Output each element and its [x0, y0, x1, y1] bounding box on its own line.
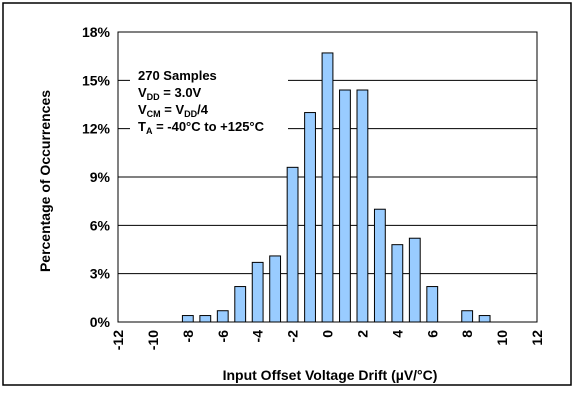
bar — [251, 261, 264, 323]
x-tick-labels: -12 -10 -8 -6 -4 -2 0 2 4 6 8 10 12 — [110, 330, 545, 350]
annotation-vcm: VCM = VDD/4 — [138, 102, 209, 119]
y-axis-label: Percentage of Occurrences — [37, 90, 53, 272]
x-tick-label: 12 — [529, 330, 545, 346]
annotation-ta: TA = -40°C to +125°C — [138, 119, 265, 136]
bar — [321, 52, 334, 323]
x-tick-label: -2 — [285, 330, 301, 343]
bar — [408, 237, 421, 323]
x-tick-label: 4 — [389, 330, 405, 338]
y-tick-label: 15% — [82, 72, 111, 88]
x-tick-label: -6 — [215, 330, 231, 343]
bar — [478, 315, 491, 323]
bars — [181, 52, 491, 323]
y-tick-label: 18% — [82, 24, 111, 40]
bar — [199, 315, 212, 323]
bar — [461, 310, 474, 323]
x-tick-label: -8 — [180, 330, 196, 343]
bar — [356, 89, 369, 323]
annotation-background — [130, 62, 288, 136]
annotation-samples: 270 Samples — [138, 68, 217, 83]
y-tick-label: 0% — [90, 314, 111, 330]
annotation-vdd: VDD = 3.0V — [138, 85, 202, 102]
bar — [269, 255, 282, 323]
x-tick-label: 8 — [459, 330, 475, 338]
x-axis-label: Input Offset Voltage Drift (µV/°C) — [223, 367, 438, 383]
bar — [304, 112, 316, 323]
bar — [391, 244, 404, 323]
bar — [339, 89, 351, 323]
x-tick-label: 0 — [320, 330, 336, 338]
x-tick-label: -12 — [110, 330, 126, 350]
y-tick-label: 6% — [90, 217, 111, 233]
x-tick-label: -4 — [250, 330, 266, 343]
y-tick-label: 12% — [82, 121, 111, 137]
bar — [373, 208, 386, 323]
x-tick-label: 6 — [424, 330, 440, 338]
plot-area-border — [117, 31, 538, 323]
bar — [234, 286, 247, 323]
x-tick-label: 2 — [354, 330, 370, 338]
bar — [286, 166, 299, 323]
bar — [181, 315, 194, 323]
bar — [216, 310, 229, 323]
x-tick-label: 10 — [494, 330, 510, 346]
y-tick-labels: 0% 3% 6% 9% 12% 15% 18% — [82, 24, 111, 330]
y-tick-label: 3% — [90, 266, 111, 282]
x-tick-label: -10 — [145, 330, 161, 350]
y-tick-label: 9% — [90, 169, 111, 185]
bar — [426, 286, 439, 323]
annotation-block: 270 Samples VDD = 3.0V VCM = VDD/4 TA = … — [138, 68, 265, 136]
